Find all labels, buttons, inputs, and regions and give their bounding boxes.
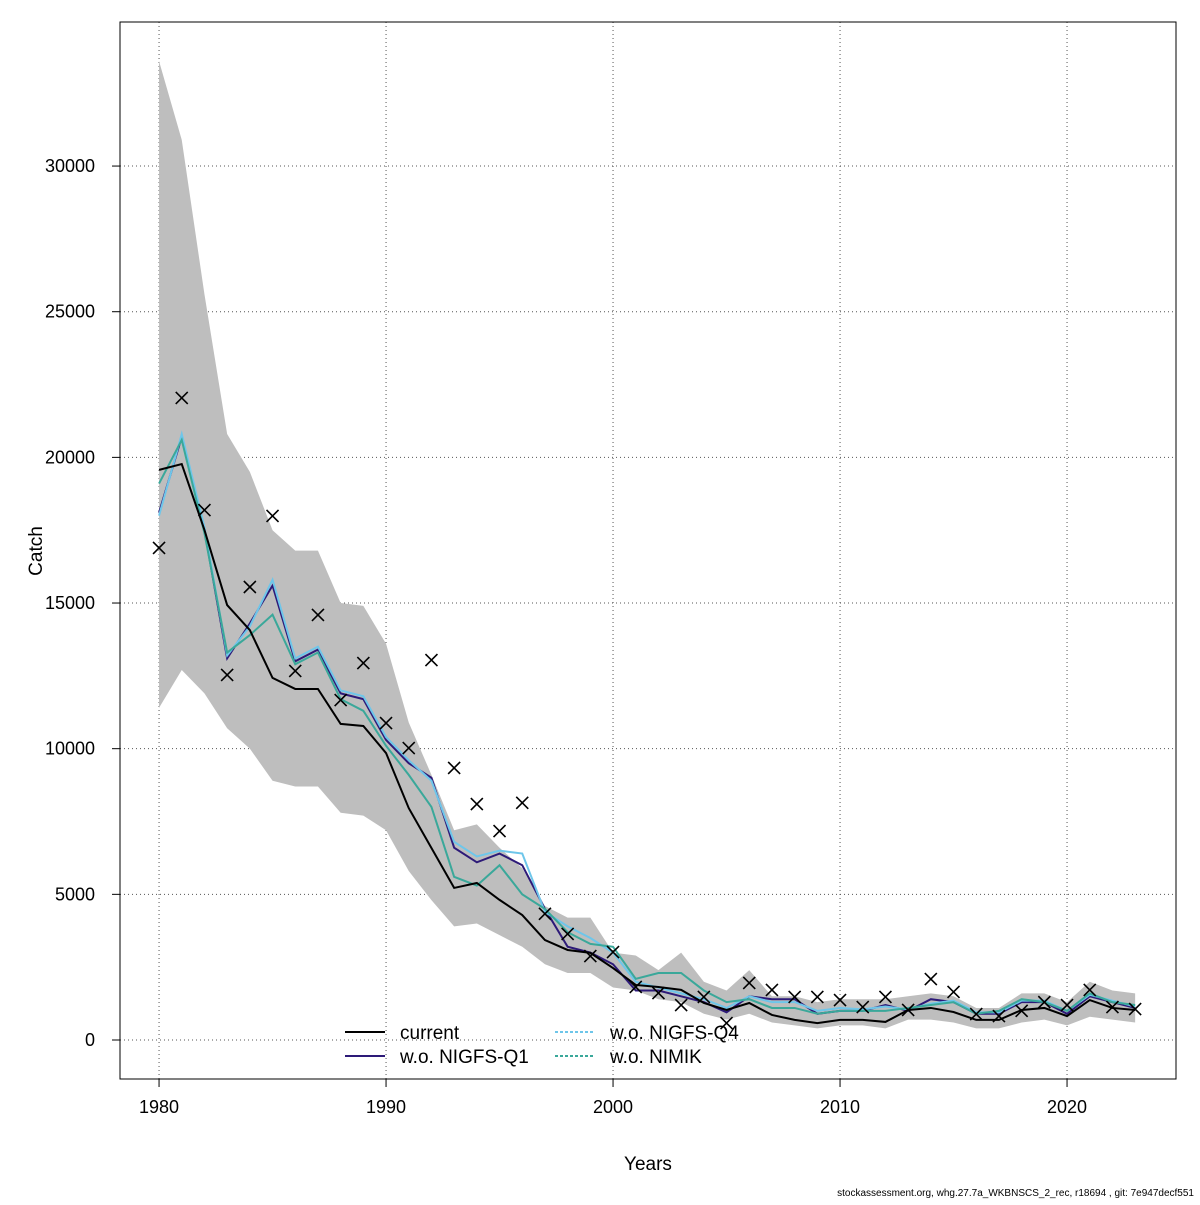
observation-marker [424,653,439,667]
legend-label: w.o. NIGFS-Q1 [399,1047,529,1068]
observation-marker [1060,998,1074,1012]
observation-marker [1128,1002,1142,1016]
y-tick-label: 0 [85,1030,95,1050]
observation-marker [788,990,802,1004]
x-tick-label: 1980 [139,1097,179,1117]
observation-marker [470,797,484,811]
footer: stockassessment.org, whg.27.7a_WKBNSCS_2… [837,1188,1194,1199]
x-tick-label: 2020 [1047,1097,1087,1117]
observation-marker [697,990,711,1004]
observation-marker [629,980,643,994]
observation-marker [856,1000,870,1014]
observation-marker [742,976,756,990]
legend-label: current [400,1023,460,1044]
observation-marker [992,1009,1006,1023]
observation-marker [651,986,666,1000]
x-axis-label: Years [624,1154,672,1175]
observation-marker [356,656,370,670]
observation-marker [1015,1004,1029,1018]
legend-label: w.o. NIMIK [609,1047,702,1068]
observation-marker [606,945,620,959]
observation-marker [492,824,507,838]
observation-marker [810,990,824,1004]
series-line [158,437,1136,1015]
observation-marker [447,761,461,775]
legend-label: w.o. NIGFS-Q4 [609,1023,739,1044]
x-tick-label: 2000 [593,1097,633,1117]
observation-marker [946,985,961,999]
observation-marker [311,608,325,622]
observation-marker [334,693,348,707]
observation-marker [515,796,529,810]
observation-marker [561,927,575,941]
observation-marker [1105,1000,1120,1014]
y-tick-label: 25000 [45,302,95,322]
observation-marker [901,1003,915,1017]
observation-marker [969,1007,983,1021]
observation-marker [220,668,234,682]
plot-frame [119,21,1177,1080]
x-tick-label: 1990 [366,1097,406,1117]
y-tick-label: 20000 [45,447,95,467]
y-tick-label: 30000 [45,156,95,176]
y-tick-label: 5000 [55,884,95,904]
observation-marker [765,983,779,997]
confidence-band [159,61,1136,1029]
observation-marker [719,1016,734,1030]
observation-marker [265,509,280,523]
observation-marker [583,949,597,963]
observation-marker [538,907,552,921]
observation-marker [379,716,393,730]
observation-marker [402,741,416,755]
observation-marker [674,998,688,1012]
observation-marker [152,541,166,555]
y-tick-label: 15000 [45,593,95,613]
observation-marker [1083,983,1097,997]
y-tick-label: 10000 [45,739,95,759]
observation-marker [243,580,257,594]
observation-marker [197,503,212,517]
observation-marker [175,391,189,405]
observation-marker [288,664,302,678]
observation-marker [1037,995,1051,1009]
observation-marker [833,993,847,1007]
y-axis-label: Catch [26,526,47,576]
observation-marker [878,990,893,1004]
x-tick-label: 2010 [820,1097,860,1117]
observation-marker [924,972,938,986]
